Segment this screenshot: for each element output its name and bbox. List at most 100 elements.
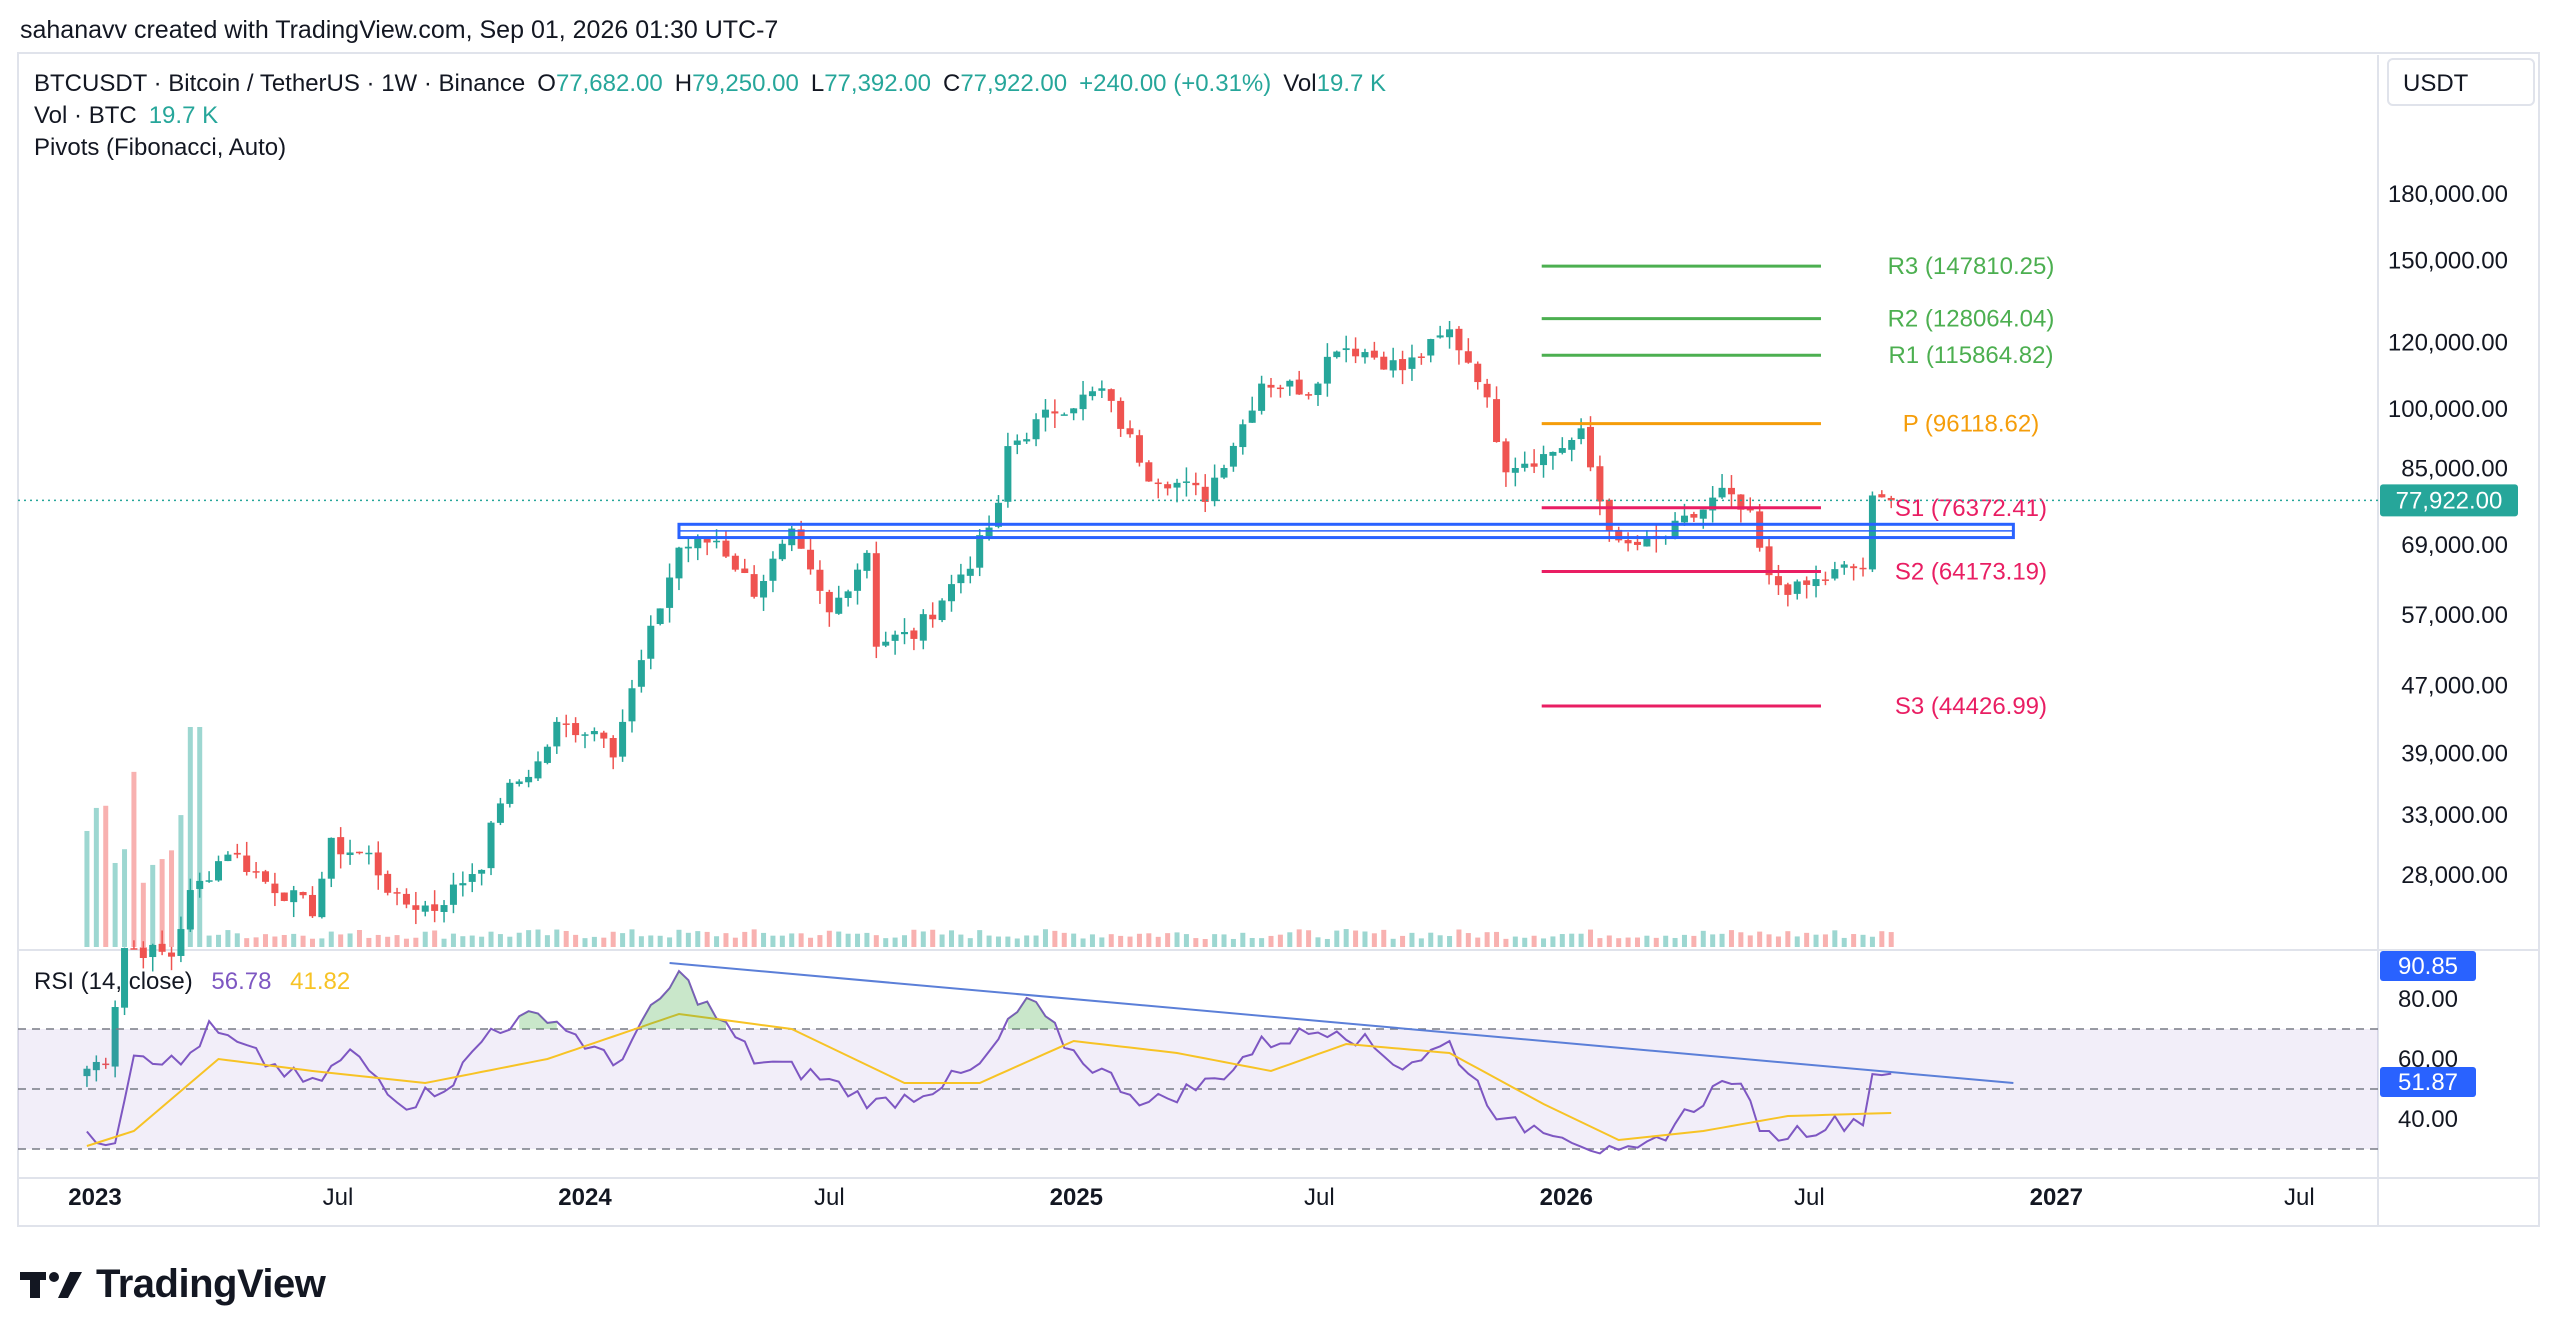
candle-body bbox=[318, 878, 326, 918]
candle bbox=[778, 539, 786, 562]
candle-body bbox=[1041, 409, 1049, 418]
candle bbox=[609, 735, 617, 770]
volume-bar bbox=[883, 938, 889, 947]
candle-body bbox=[402, 893, 410, 905]
currency-selector[interactable]: USDT bbox=[2387, 58, 2535, 106]
candle-body bbox=[243, 855, 251, 872]
volume-bar bbox=[1174, 932, 1180, 947]
candle-body bbox=[1182, 481, 1190, 483]
candle bbox=[1154, 478, 1162, 499]
candle-body bbox=[440, 905, 448, 912]
time-axis-tick: 2026 bbox=[1540, 1184, 1593, 1211]
candle-body bbox=[1098, 388, 1106, 391]
volume-bar bbox=[1155, 936, 1161, 947]
volume-bar bbox=[319, 938, 325, 947]
candle bbox=[1248, 396, 1256, 423]
volume-indicator-label[interactable]: Vol · BTC bbox=[34, 102, 137, 129]
candle-body bbox=[1023, 439, 1031, 442]
candle bbox=[534, 751, 542, 781]
candle bbox=[1276, 384, 1284, 398]
volume-bar bbox=[1042, 929, 1048, 947]
candle bbox=[1239, 419, 1247, 455]
candle bbox=[703, 537, 711, 556]
volume-bar bbox=[1785, 931, 1791, 947]
candle-body bbox=[835, 597, 843, 614]
candle bbox=[1746, 497, 1754, 513]
candle bbox=[1399, 350, 1407, 385]
candle-body bbox=[1408, 357, 1416, 369]
volume-label: Vol bbox=[1283, 70, 1317, 97]
candle-body bbox=[1201, 486, 1209, 502]
rsi-label[interactable]: RSI (14, close) bbox=[34, 968, 193, 995]
volume-bar bbox=[1353, 930, 1359, 947]
candle-body bbox=[346, 852, 354, 856]
candle bbox=[412, 891, 420, 925]
candle bbox=[882, 631, 890, 648]
candle bbox=[1521, 451, 1529, 472]
candle-body bbox=[139, 947, 147, 959]
candle bbox=[168, 946, 176, 971]
candle bbox=[1464, 338, 1472, 364]
volume-bar bbox=[667, 937, 673, 947]
time-axis-tick: Jul bbox=[814, 1184, 845, 1211]
pivots-indicator-label[interactable]: Pivots (Fibonacci, Auto) bbox=[34, 134, 287, 161]
volume-bar bbox=[1681, 934, 1687, 947]
candle-body bbox=[1624, 540, 1632, 544]
candle-body bbox=[412, 905, 420, 910]
volume-bar bbox=[1428, 932, 1434, 947]
candle bbox=[318, 871, 326, 919]
volume-bar bbox=[1691, 935, 1697, 947]
volume-bar bbox=[1879, 931, 1885, 947]
volume-bar bbox=[638, 936, 644, 947]
volume-bar bbox=[1766, 934, 1772, 947]
candle bbox=[1624, 532, 1632, 552]
candle-body bbox=[496, 803, 504, 823]
candle bbox=[910, 627, 918, 651]
volume-bar bbox=[197, 727, 203, 947]
rsi-ma-value: 41.82 bbox=[290, 968, 351, 995]
candle-body bbox=[1521, 463, 1529, 468]
candle bbox=[233, 843, 241, 859]
rsi-line bbox=[86, 969, 1892, 1155]
pivot-label-r3: R3 (147810.25) bbox=[1888, 253, 2055, 280]
volume-bar bbox=[1719, 933, 1725, 947]
candle bbox=[1483, 378, 1491, 408]
candle-body bbox=[1258, 383, 1266, 411]
candle-body bbox=[487, 822, 495, 869]
candle-body bbox=[224, 854, 232, 862]
candle-body bbox=[1840, 564, 1848, 568]
symbol-title[interactable]: BTCUSDT · Bitcoin / TetherUS · 1W · Bina… bbox=[34, 70, 526, 97]
candle bbox=[656, 608, 664, 626]
volume-bar bbox=[1080, 938, 1086, 947]
candle-body bbox=[355, 851, 363, 854]
volume-bar bbox=[704, 931, 710, 947]
candle bbox=[1474, 361, 1482, 390]
candle-body bbox=[1352, 348, 1360, 357]
volume-bar bbox=[1494, 931, 1500, 947]
candle-body bbox=[1361, 352, 1369, 358]
candle-body bbox=[1126, 428, 1134, 435]
candle-body bbox=[1060, 414, 1068, 416]
volume-bar bbox=[1860, 934, 1866, 947]
candle-body bbox=[1013, 440, 1021, 445]
candle-body bbox=[393, 892, 401, 894]
candle-body bbox=[1286, 380, 1294, 387]
candle bbox=[496, 797, 504, 826]
candle bbox=[1023, 432, 1031, 444]
candle-body bbox=[1756, 511, 1764, 548]
candle bbox=[1831, 561, 1839, 581]
volume-bar bbox=[103, 805, 109, 947]
candle-body bbox=[337, 837, 345, 855]
volume-bar bbox=[1757, 931, 1763, 947]
time-axis-tick: 2024 bbox=[558, 1184, 612, 1211]
volume-bar bbox=[112, 862, 118, 947]
volume-bar bbox=[216, 934, 222, 947]
candle bbox=[1699, 509, 1707, 529]
candle-body bbox=[92, 1061, 100, 1071]
candle bbox=[562, 714, 570, 738]
candle bbox=[1436, 325, 1444, 339]
candle-body bbox=[947, 584, 955, 602]
candle-body bbox=[468, 874, 476, 882]
close-label: C bbox=[942, 70, 961, 97]
